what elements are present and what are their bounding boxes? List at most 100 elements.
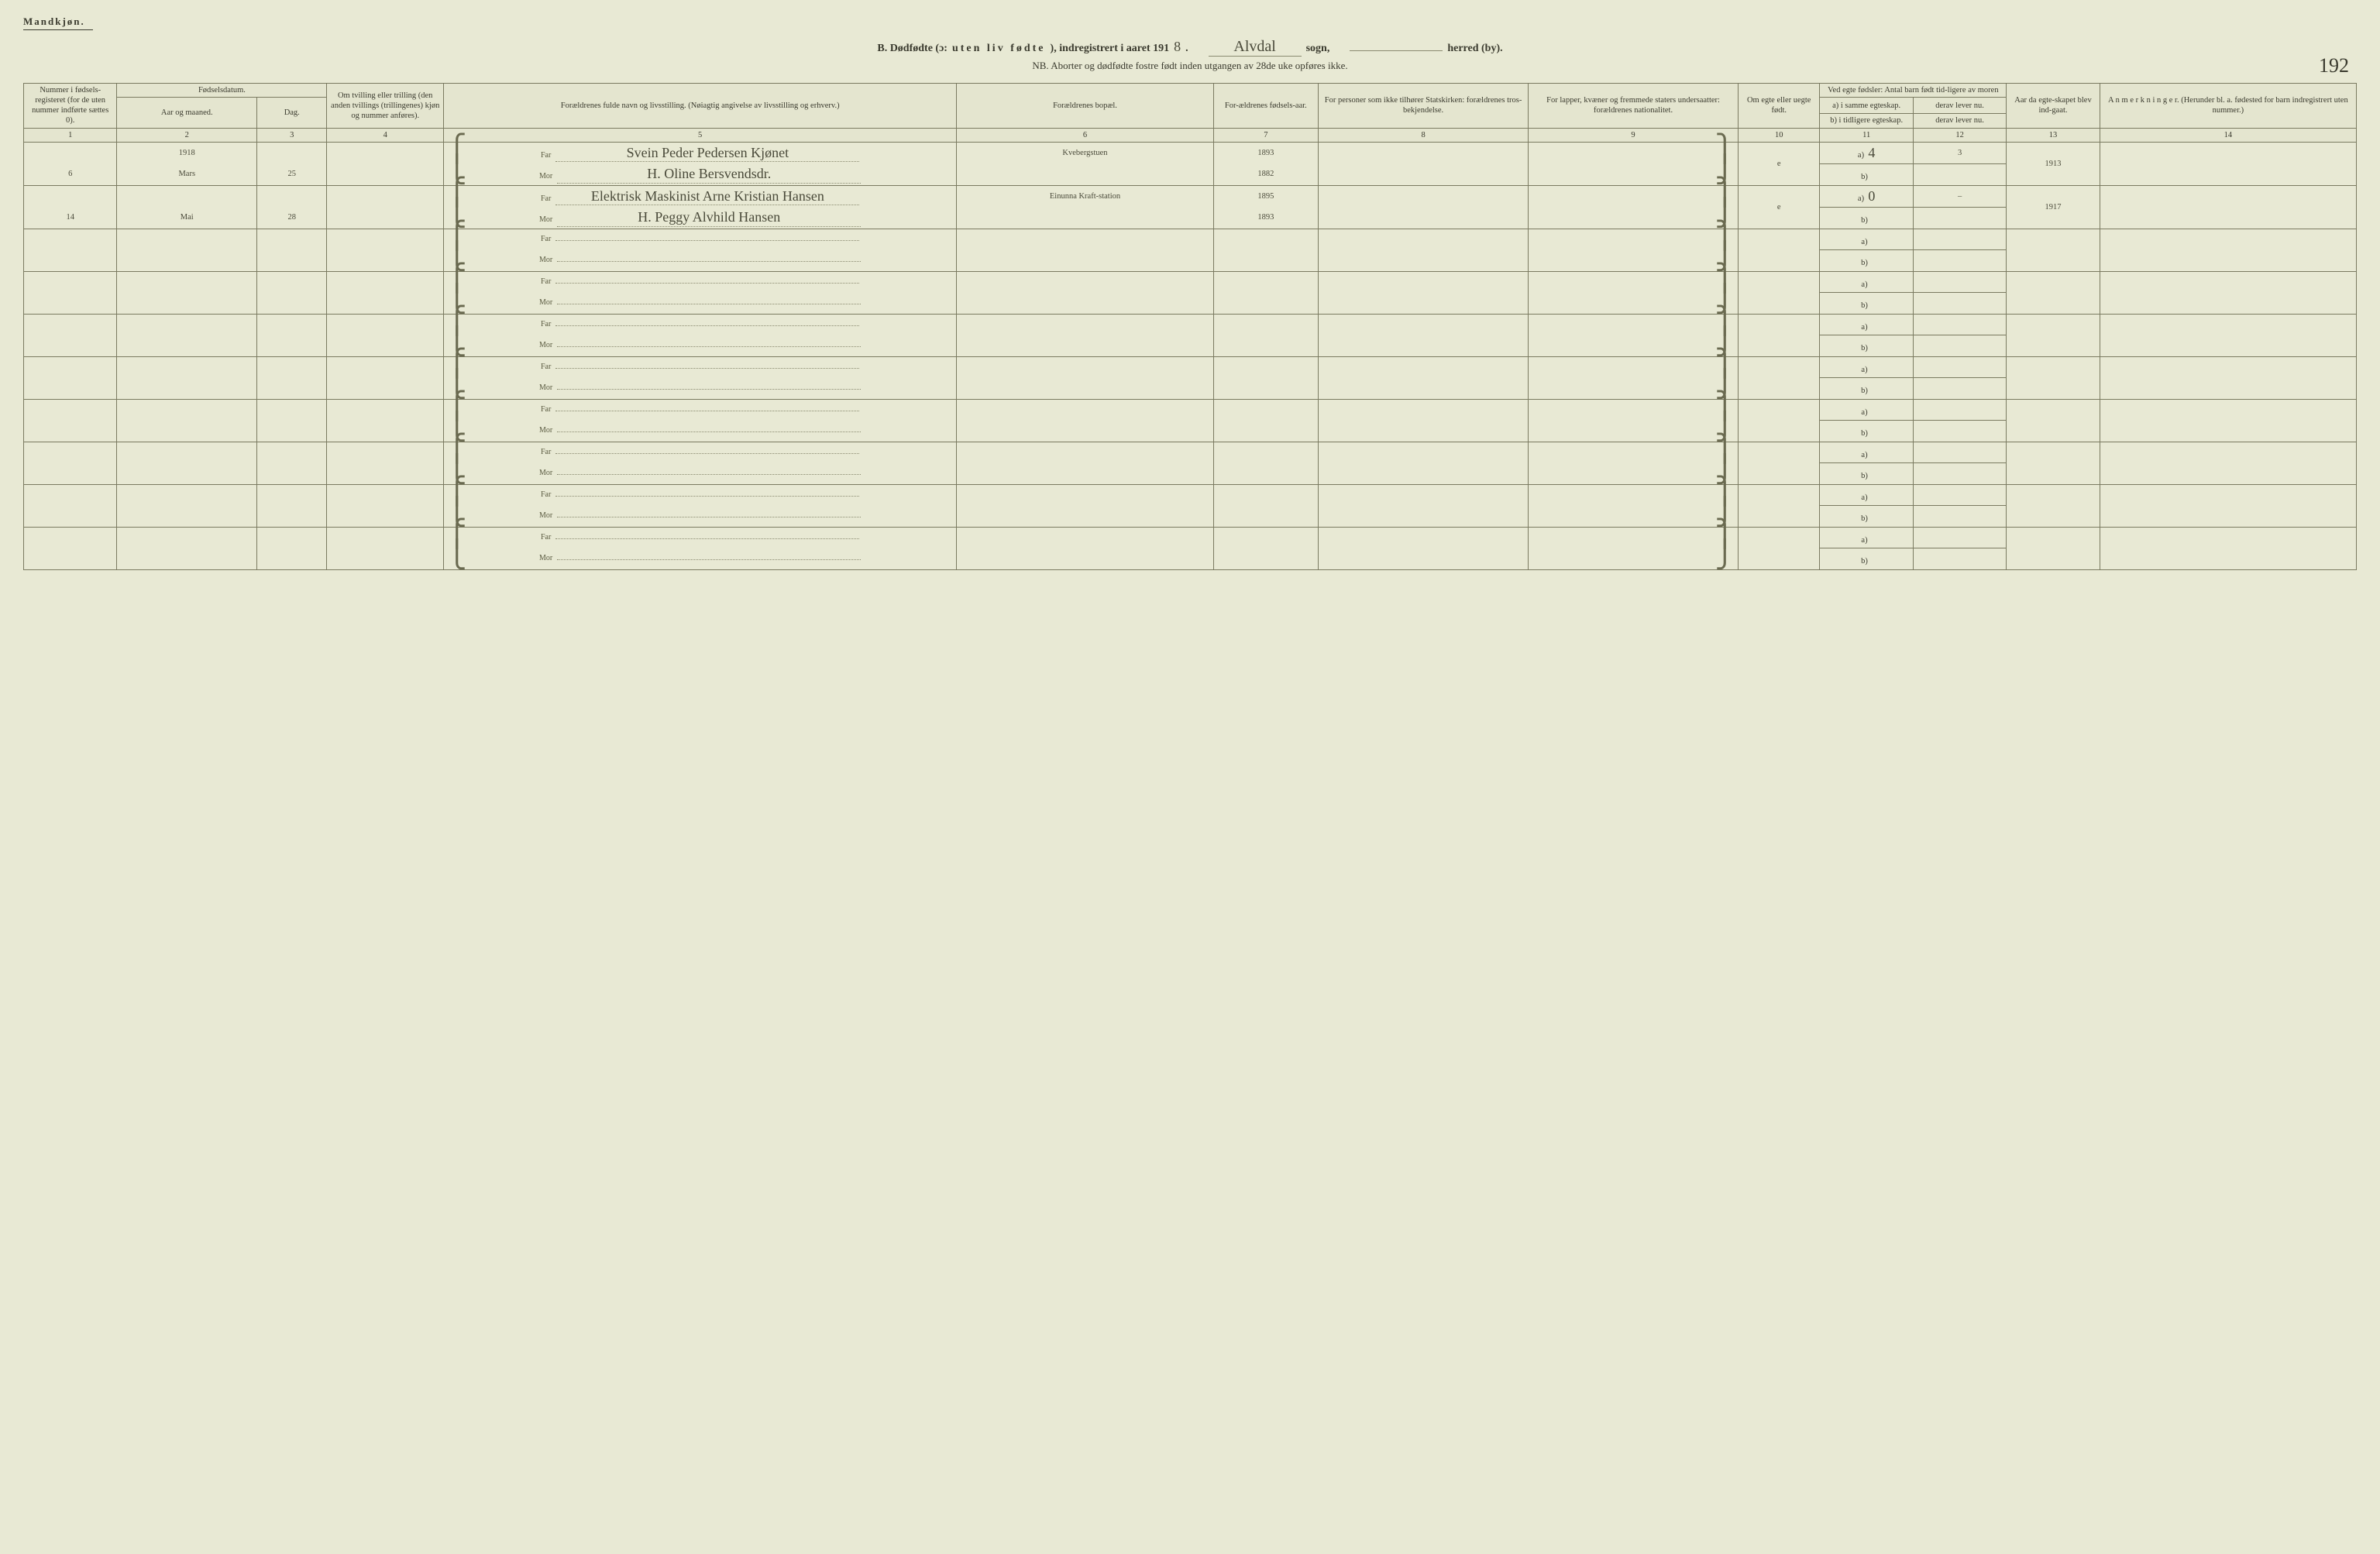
cell-far-aar [1213,314,1318,335]
cell-anm [2100,442,2356,484]
cell-11b: b) [1820,506,1913,528]
far-label: Far [541,151,551,160]
cell-num [24,271,117,293]
title-mid: ), indregistrert i aaret 191 [1051,43,1170,55]
cell-bopael [957,527,1213,548]
colnum: 13 [2007,128,2100,142]
cell-twin [327,356,444,378]
cell-bopael2 [957,163,1213,185]
cell-egte [1739,399,1820,442]
cell-far: ⎧Far [443,484,956,506]
cell-egte [1739,527,1820,569]
cell-12a [1913,356,2006,378]
col-12a-head: derav lever nu. [1913,98,2006,114]
brace-icon: ⎫ [1715,485,1735,498]
cell-anm [2100,142,2356,185]
cell-mor-aar: 1882 [1213,163,1318,185]
brace-icon: ⎩ [447,163,467,177]
cell-anm [2100,399,2356,442]
cell-twin [327,527,444,548]
cell-far-aar: 1895 [1213,185,1318,207]
cell-bopael2 [957,463,1213,485]
cell-num [24,399,117,421]
cell-twin2 [327,463,444,485]
cell-bopael2 [957,548,1213,570]
cell-month [117,548,257,570]
cell-12a [1913,442,2006,463]
entry-far-row: ⎧Far⎫a) [24,356,2357,378]
brace-icon: ⎧ [447,400,467,413]
cell-13: 1917 [2007,185,2100,229]
brace-icon: ⎧ [447,357,467,370]
cell-bopael: Einunna Kraft-station [957,185,1213,207]
col-3-head: Dag. [257,98,327,128]
cell-twin2 [327,207,444,229]
brace-icon: ⎧ [447,272,467,285]
cell-num [24,335,117,357]
cell-nat: ⎫ [1529,399,1739,421]
cell-12b [1913,378,2006,400]
cell-day [257,506,327,528]
colnum: 3 [257,128,327,142]
cell-twin [327,271,444,293]
cell-bopael2 [957,378,1213,400]
cell-tros2 [1319,548,1529,570]
cell-day-blank [257,185,327,207]
col-1-head: Nummer i fødsels-registeret (for de uten… [24,84,117,129]
mor-label: Mor [539,383,552,392]
brace-icon: ⎩ [447,548,467,562]
cell-mor-aar [1213,335,1318,357]
cell-far-aar [1213,527,1318,548]
cell-month: Mai [117,207,257,229]
cell-tros [1319,399,1529,421]
title-prefix: B. Dødfødte (ɔ: [877,43,948,55]
far-label: Far [541,320,551,328]
cell-num [24,506,117,528]
cell-12b [1913,463,2006,485]
cell-12b [1913,506,2006,528]
cell-nat: ⎫ [1529,527,1739,548]
header-row: Mandkjøn. [23,15,2357,30]
cell-bopael2 [957,293,1213,315]
cell-twin2 [327,293,444,315]
cell-mor-aar [1213,463,1318,485]
cell-day-blank [257,356,327,378]
cell-anm [2100,229,2356,271]
table-body: 1918⎧FarSvein Peder Pedersen KjønetKvebe… [24,142,2357,569]
col-13-head: Aar da egte-skapet blev ind-gaat. [2007,84,2100,129]
cell-tros2 [1319,335,1529,357]
cell-twin2 [327,378,444,400]
cell-tros [1319,185,1529,207]
cell-tros [1319,356,1529,378]
cell-11b: b) [1820,293,1913,315]
brace-icon: ⎫ [1715,143,1735,156]
colnum: 2 [117,128,257,142]
cell-year [117,399,257,421]
brace-icon: ⎩ [447,463,467,476]
cell-egte [1739,356,1820,399]
cell-bopael2 [957,506,1213,528]
cell-nat2: ⎭ [1529,335,1739,357]
cell-11b: b) [1820,207,1913,229]
colnum: 14 [2100,128,2356,142]
cell-bopael [957,271,1213,293]
brace-icon: ⎫ [1715,528,1735,541]
cell-tros2 [1319,378,1529,400]
cell-12a: – [1913,185,2006,207]
cell-tros2 [1319,163,1529,185]
cell-num [24,142,117,163]
cell-tros2 [1319,293,1529,315]
cell-far-aar [1213,442,1318,463]
entry-far-row: ⎧Far⎫a) [24,314,2357,335]
cell-month [117,378,257,400]
colnum: 5 [443,128,956,142]
brace-icon: ⎩ [447,335,467,349]
cell-nat2: ⎭ [1529,421,1739,442]
cell-day [257,293,327,315]
cell-year [117,185,257,207]
col-9-head: For lapper, kvæner og fremmede staters u… [1529,84,1739,129]
entry-far-row: ⎧FarElektrisk Maskinist Arne Kristian Ha… [24,185,2357,207]
cell-nat: ⎫ [1529,356,1739,378]
cell-mor: ⎩MorH. Oline Bersvendsdr. [443,163,956,185]
cell-11a: a) [1820,229,1913,250]
